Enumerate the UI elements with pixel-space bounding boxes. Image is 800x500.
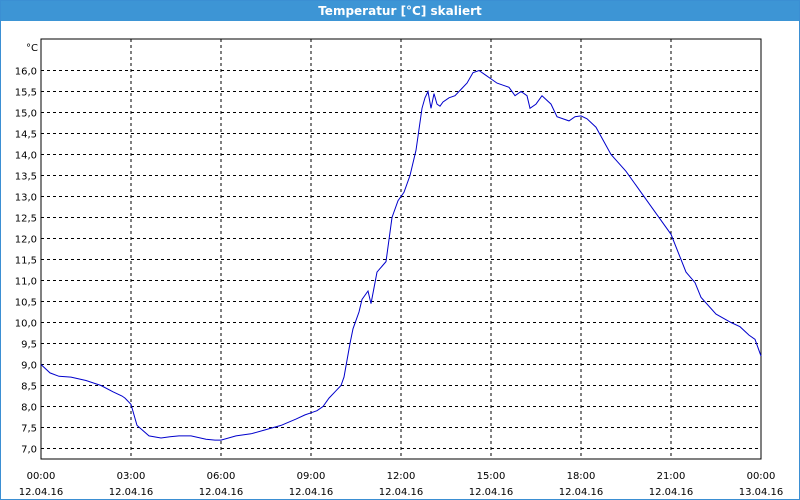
x-tick-date: 13.04.16: [739, 487, 784, 498]
x-axis: 00:00 12.04.16 03:00 12.04.16 06:00 12.04.16 0…: [19, 471, 784, 498]
y-tick-label: 10,0: [15, 319, 37, 330]
x-tick-time: 00:00: [27, 471, 56, 482]
y-tick-label: 7,5: [21, 424, 37, 435]
y-tick-label: 8,5: [21, 382, 37, 393]
y-tick-label: 15,5: [15, 88, 37, 99]
y-tick-label: 8,0: [21, 403, 37, 414]
x-tick-time: 18:00: [567, 471, 596, 482]
y-axis: 16,0 15,5 15,0 14,5 14,0 13,5 13,0 12,5 12,0 11,5…: [15, 67, 37, 456]
y-tick-label: 10,5: [15, 298, 37, 309]
grid: [41, 39, 761, 459]
x-tick-date: 12.04.16: [109, 487, 154, 498]
x-tick-date: 12.04.16: [379, 487, 424, 498]
y-tick-label: 13,0: [15, 193, 37, 204]
x-tick-date: 12.04.16: [649, 487, 694, 498]
y-tick-label: 16,0: [15, 67, 37, 78]
x-tick-time: 06:00: [207, 471, 236, 482]
y-tick-label: 13,5: [15, 172, 37, 183]
x-tick-date: 12.04.16: [289, 487, 334, 498]
x-tick-date: 12.04.16: [19, 487, 64, 498]
y-tick-label: 12,5: [15, 214, 37, 225]
x-tick-time: 12:00: [387, 471, 416, 482]
y-tick-label: 15,0: [15, 109, 37, 120]
y-tick-label: 12,0: [15, 235, 37, 246]
y-tick-label: 11,5: [15, 256, 37, 267]
x-tick-date: 12.04.16: [559, 487, 604, 498]
window-title: Temperatur [°C] skaliert: [1, 1, 799, 21]
temperature-chart: °C 16,015,515,014,514,013,513,012,512,01…: [15, 38, 784, 498]
x-tick-time: 00:00: [747, 471, 776, 482]
x-tick-time: 21:00: [657, 471, 686, 482]
plot-area: [40, 38, 762, 460]
x-tick-time: 09:00: [297, 471, 326, 482]
temperature-series-line: [40, 69, 762, 441]
x-tick-time: 03:00: [117, 471, 146, 482]
y-unit-label: °C: [26, 43, 38, 54]
y-tick-label: 11,0: [15, 277, 37, 288]
y-tick-label: 9,5: [21, 340, 37, 351]
y-tick-label: 9,0: [21, 361, 37, 372]
x-tick-time: 15:00: [477, 471, 506, 482]
y-tick-label: 14,0: [15, 151, 37, 162]
x-tick-date: 12.04.16: [469, 487, 514, 498]
y-tick-label: 7,0: [21, 445, 37, 456]
y-tick-label: 14,5: [15, 130, 37, 141]
x-tick-date: 12.04.16: [199, 487, 244, 498]
